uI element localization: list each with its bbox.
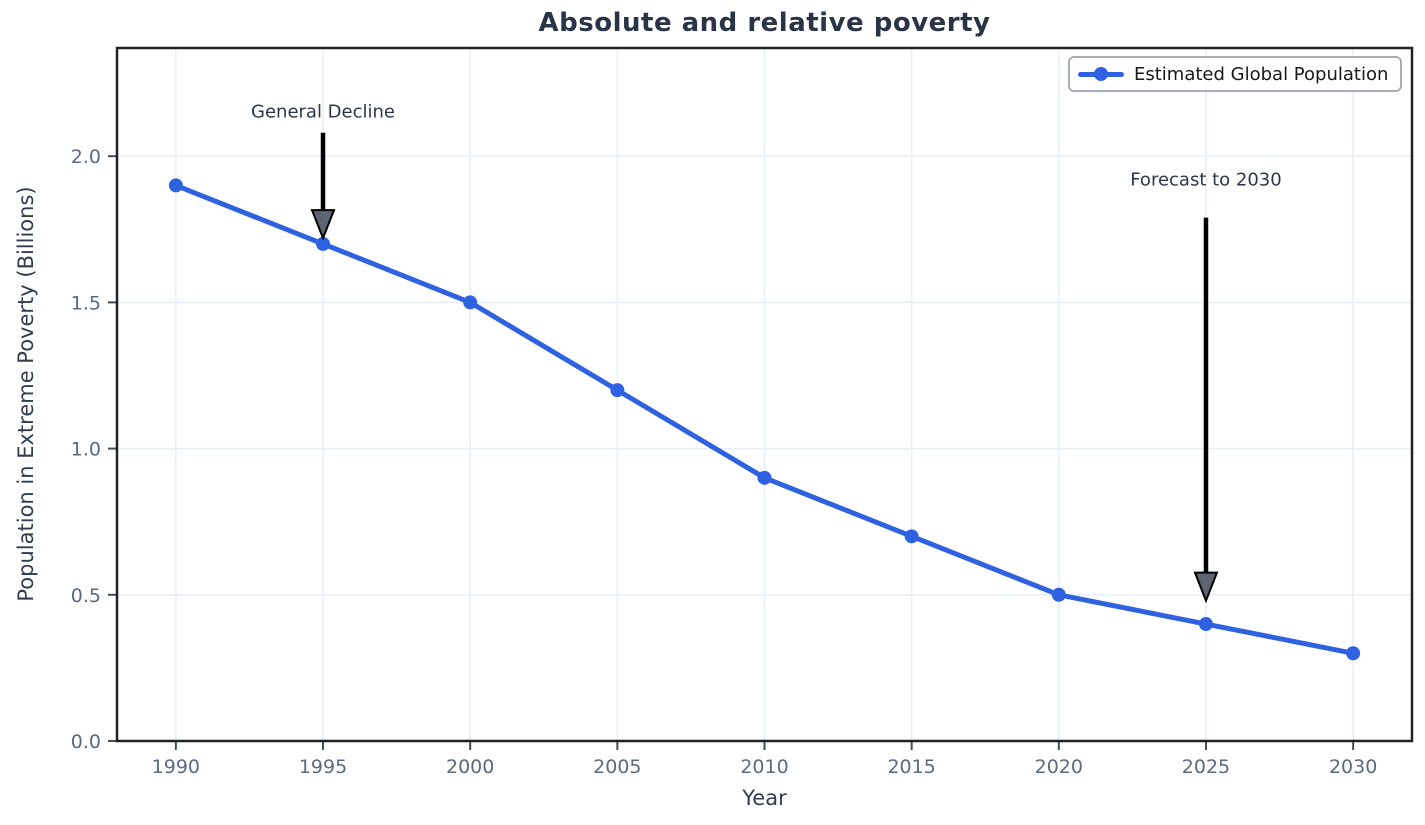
- data-point: [757, 470, 772, 485]
- data-point: [168, 178, 183, 193]
- legend-label: Estimated Global Population: [1134, 63, 1389, 85]
- y-tick-label: 0.5: [71, 585, 101, 607]
- x-tick-label: 2020: [1035, 756, 1083, 778]
- x-tick-label: 2030: [1329, 756, 1377, 778]
- annotation-label: Forecast to 2030: [1130, 169, 1282, 191]
- data-point: [904, 529, 919, 544]
- annotation-arrow-head-icon: [310, 209, 336, 241]
- x-tick-label: 2015: [887, 756, 935, 778]
- legend-line-marker-icon: [1078, 67, 1124, 81]
- x-tick-label: 2000: [446, 756, 494, 778]
- legend: Estimated Global Population: [1068, 56, 1402, 92]
- y-tick-label: 2.0: [71, 146, 101, 168]
- y-axis-label: Population in Extreme Poverty (Billions): [14, 186, 38, 602]
- data-point: [610, 383, 625, 398]
- data-point: [463, 295, 478, 310]
- annotation-arrow-head-icon: [1193, 571, 1219, 604]
- x-tick-label: 2025: [1182, 756, 1230, 778]
- plot-border: [115, 46, 1414, 743]
- y-tick-label: 1.0: [71, 439, 101, 461]
- annotation-label: General Decline: [251, 101, 396, 123]
- x-tick-label: 1995: [299, 756, 347, 778]
- x-tick-label: 1990: [152, 756, 200, 778]
- data-point: [1051, 587, 1066, 602]
- data-point: [1198, 617, 1213, 632]
- data-point: [1346, 646, 1361, 661]
- y-tick-label: 0.0: [71, 731, 101, 753]
- data-point: [316, 236, 331, 251]
- chart-title: Absolute and relative poverty: [538, 8, 991, 38]
- x-tick-label: 2010: [740, 756, 788, 778]
- y-tick-label: 1.5: [71, 292, 101, 314]
- x-tick-label: 2005: [593, 756, 641, 778]
- x-axis-label: Year: [742, 786, 787, 810]
